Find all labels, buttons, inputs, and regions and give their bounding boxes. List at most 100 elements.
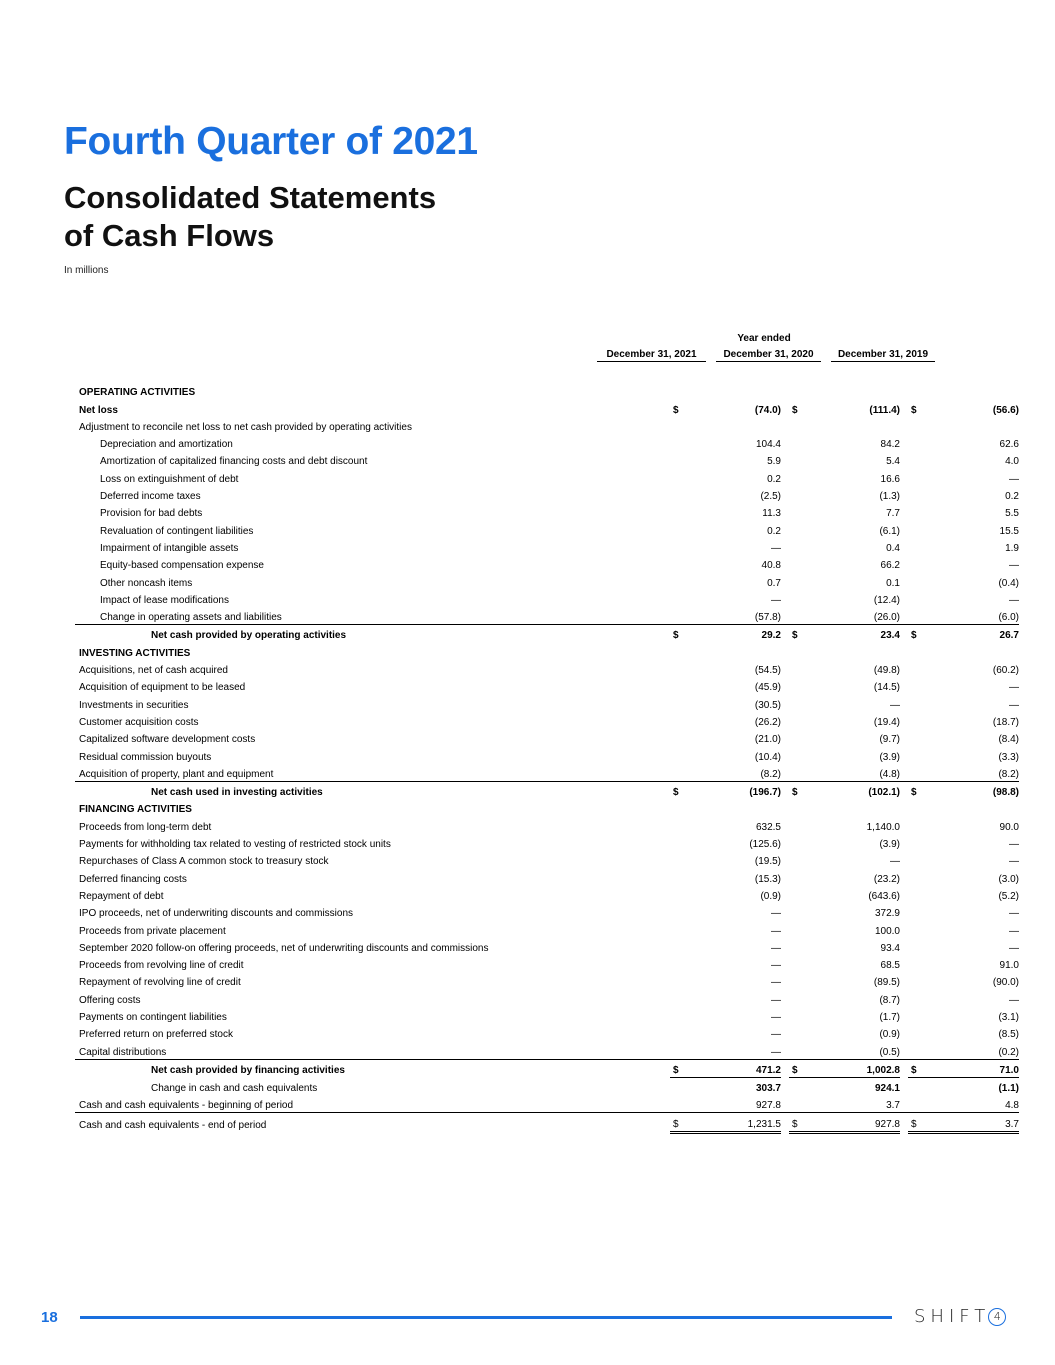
cell-value: (6.0) bbox=[927, 606, 1019, 626]
column-gap bbox=[781, 938, 789, 955]
column-gap bbox=[781, 468, 789, 485]
cell-value: (89.5) bbox=[873, 977, 900, 989]
cell-value: (8.7) bbox=[879, 994, 900, 1006]
column-gap bbox=[781, 920, 789, 937]
cell-value: (56.6) bbox=[992, 404, 1019, 416]
row-label: Payments for withholding tax related to … bbox=[79, 839, 391, 851]
currency-symbol bbox=[908, 590, 927, 607]
cell-value: 15.5 bbox=[999, 525, 1019, 537]
column-gap bbox=[900, 834, 908, 851]
column-gap bbox=[900, 938, 908, 955]
table-row: September 2020 follow-on offering procee… bbox=[75, 938, 1019, 955]
table-row: INVESTING ACTIVITIES bbox=[75, 642, 1019, 659]
currency-symbol bbox=[789, 955, 808, 972]
currency-symbol bbox=[789, 886, 808, 903]
column-gap bbox=[900, 746, 908, 763]
row-label: Net cash provided by operating activitie… bbox=[151, 630, 347, 642]
cell-value: (3.0) bbox=[998, 873, 1019, 885]
row-label: Preferred return on preferred stock bbox=[79, 1029, 233, 1041]
row-label: Capitalized software development costs bbox=[79, 734, 256, 746]
cell-value bbox=[689, 382, 781, 399]
cell-value: (19.5) bbox=[754, 856, 781, 868]
row-label: Proceeds from long-term debt bbox=[79, 821, 212, 833]
currency-symbol bbox=[670, 503, 689, 520]
cell-value: (8.2) bbox=[689, 763, 781, 782]
currency-symbol bbox=[789, 920, 808, 937]
table-row: Capitalized software development costs (2… bbox=[75, 729, 1019, 746]
column-gap bbox=[900, 520, 908, 537]
currency-symbol bbox=[908, 1007, 927, 1024]
cell-value: 1,140.0 bbox=[866, 821, 900, 833]
table-row: Repayment of revolving line of credit — (8… bbox=[75, 972, 1019, 989]
cell-value: (30.5) bbox=[754, 699, 781, 711]
row-label: Capital distributions bbox=[75, 1041, 670, 1060]
cell-value: 0.1 bbox=[886, 577, 900, 589]
currency-symbol bbox=[789, 434, 808, 451]
column-gap bbox=[900, 538, 908, 555]
cell-value: 927.8 bbox=[689, 1095, 781, 1114]
cell-value: — bbox=[1009, 856, 1019, 868]
cell-value: 0.2 bbox=[767, 525, 781, 537]
currency-symbol: $ bbox=[673, 630, 679, 642]
currency-symbol bbox=[670, 1077, 689, 1095]
cell-value: 91.0 bbox=[999, 960, 1019, 972]
column-gap bbox=[900, 399, 908, 416]
cell-value: 1,231.5 bbox=[689, 1112, 781, 1134]
row-label: Deferred financing costs bbox=[79, 873, 187, 885]
cell-value: 924.1 bbox=[874, 1083, 900, 1095]
period-label: Year ended bbox=[737, 333, 791, 344]
cell-value: — bbox=[1009, 994, 1019, 1006]
currency-symbol bbox=[789, 903, 808, 920]
currency-symbol bbox=[789, 1077, 808, 1095]
cell-value: — bbox=[1009, 594, 1019, 606]
currency-symbol bbox=[670, 486, 689, 503]
cell-value bbox=[927, 642, 1019, 659]
cell-value: (54.5) bbox=[754, 665, 781, 677]
currency-symbol bbox=[789, 1095, 808, 1114]
cell-value: 29.2 bbox=[761, 630, 781, 642]
column-gap bbox=[900, 1007, 908, 1024]
cell-value: (0.4) bbox=[998, 577, 1019, 589]
column-gap bbox=[900, 486, 908, 503]
column-gap bbox=[900, 555, 908, 572]
currency-symbol bbox=[908, 468, 927, 485]
row-label: Deferred income taxes bbox=[100, 491, 201, 503]
cell-value: 0.7 bbox=[767, 577, 781, 589]
table-row: Payments for withholding tax related to … bbox=[75, 834, 1019, 851]
cell-value: 104.4 bbox=[755, 439, 781, 451]
cell-value: — bbox=[1009, 699, 1019, 711]
cell-value: 68.5 bbox=[880, 960, 900, 972]
currency-symbol: $ bbox=[792, 404, 798, 416]
cell-value: (23.2) bbox=[873, 873, 900, 885]
table-row: Loss on extinguishment of debt 0.2 16.6 — bbox=[75, 468, 1019, 485]
column-gap bbox=[781, 520, 789, 537]
column-gap bbox=[781, 555, 789, 572]
cell-value: (3.9) bbox=[879, 839, 900, 851]
column-gap bbox=[900, 729, 908, 746]
currency-symbol bbox=[908, 938, 927, 955]
table-row: Acquisition of equipment to be leased (45… bbox=[75, 677, 1019, 694]
row-label: Offering costs bbox=[79, 994, 141, 1006]
currency-symbol bbox=[789, 520, 808, 537]
currency-symbol bbox=[789, 972, 808, 989]
table-row: Customer acquisition costs (26.2) (19.4) (1… bbox=[75, 712, 1019, 729]
currency-symbol bbox=[908, 538, 927, 555]
currency-symbol bbox=[670, 555, 689, 572]
table-row: Proceeds from private placement — 100.0 — bbox=[75, 920, 1019, 937]
row-label: Depreciation and amortization bbox=[100, 439, 233, 451]
column-gap bbox=[781, 399, 789, 416]
column-gap bbox=[781, 799, 789, 816]
currency-symbol bbox=[670, 434, 689, 451]
column-gap bbox=[781, 851, 789, 868]
currency-symbol bbox=[670, 886, 689, 903]
currency-symbol bbox=[908, 555, 927, 572]
cell-value: — bbox=[771, 908, 781, 920]
column-gap bbox=[781, 677, 789, 694]
currency-symbol bbox=[670, 816, 689, 833]
currency-symbol bbox=[670, 538, 689, 555]
table-row: Change in cash and cash equivalents 303.7… bbox=[75, 1077, 1019, 1095]
cell-value: 23.4 bbox=[880, 630, 900, 642]
row-label: Amortization of capitalized financing co… bbox=[100, 456, 368, 468]
table-row: Provision for bad debts 11.3 7.7 5.5 bbox=[75, 503, 1019, 520]
column-gap bbox=[900, 572, 908, 589]
